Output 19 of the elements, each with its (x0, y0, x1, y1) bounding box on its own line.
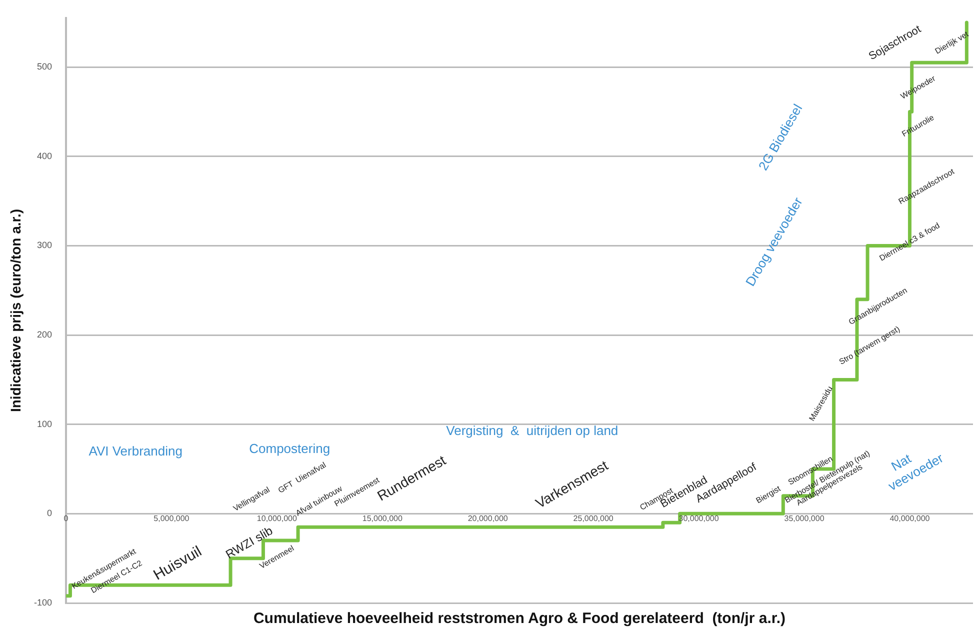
x-tick-label: 25,000,000 (573, 514, 614, 523)
y-tick-label: 500 (36, 62, 52, 72)
x-tick-label: 10,000,000 (256, 514, 298, 523)
y-tick-label: 200 (36, 330, 52, 340)
x-tick-label: 15,000,000 (362, 514, 403, 523)
y-tick-label: 400 (36, 150, 52, 161)
x-tick-label: 0 (64, 514, 69, 523)
annotation: Vergisting & uitrijden op land (446, 423, 618, 438)
x-tick-label: 20,000,000 (468, 514, 508, 523)
annotation: Compostering (249, 440, 330, 456)
y-tick-label: -100 (34, 597, 52, 608)
x-tick-label: 35,000,000 (784, 514, 825, 523)
x-axis-title: Cumulatieve hoeveelheid reststromen Agro & Food gerelateerd (ton/jr a.r.) (253, 610, 786, 628)
y-tick-label: 300 (36, 240, 52, 250)
y-tick-label: 100 (36, 418, 52, 429)
y-axis-title: Inidicatieve prijs (euro/ton a.r.) (7, 208, 24, 412)
x-tick-label: 5,000,000 (154, 514, 190, 523)
x-tick-label: 40,000,000 (890, 514, 930, 523)
annotation: AVI Verbranding (88, 444, 182, 459)
